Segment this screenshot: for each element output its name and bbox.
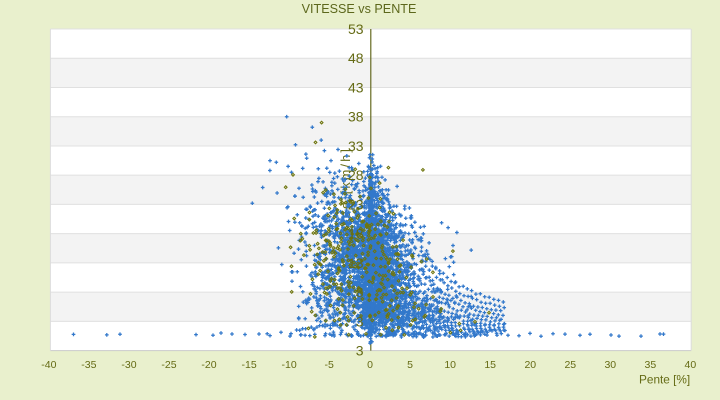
- svg-text:10: 10: [444, 359, 456, 371]
- svg-text:-5: -5: [325, 359, 334, 371]
- svg-text:-30: -30: [121, 359, 136, 371]
- svg-text:18: 18: [348, 226, 364, 242]
- svg-text:8: 8: [356, 284, 364, 300]
- svg-text:33: 33: [348, 138, 364, 154]
- svg-text:40: 40: [685, 359, 697, 371]
- svg-text:VITESSE vs PENTE: VITESSE vs PENTE: [302, 2, 417, 16]
- svg-text:Pente [%]: Pente [%]: [639, 373, 690, 387]
- svg-text:0: 0: [367, 359, 373, 371]
- svg-text:43: 43: [348, 80, 364, 96]
- svg-text:23: 23: [348, 196, 364, 212]
- svg-text:-40: -40: [41, 359, 56, 371]
- svg-text:38: 38: [348, 109, 364, 125]
- svg-text:-25: -25: [161, 359, 176, 371]
- svg-text:20: 20: [524, 359, 536, 371]
- svg-text:5: 5: [407, 359, 413, 371]
- svg-text:3: 3: [356, 343, 364, 359]
- svg-text:-15: -15: [242, 359, 257, 371]
- svg-text:48: 48: [348, 50, 364, 66]
- svg-text:-20: -20: [201, 359, 216, 371]
- svg-text:53: 53: [348, 21, 364, 37]
- svg-text:28: 28: [348, 167, 364, 183]
- svg-text:3: 3: [356, 313, 364, 329]
- svg-text:13: 13: [348, 255, 364, 271]
- svg-text:-10: -10: [282, 359, 297, 371]
- svg-text:15: 15: [484, 359, 496, 371]
- svg-text:25: 25: [564, 359, 576, 371]
- svg-text:-35: -35: [81, 359, 96, 371]
- svg-text:35: 35: [645, 359, 657, 371]
- svg-text:30: 30: [604, 359, 616, 371]
